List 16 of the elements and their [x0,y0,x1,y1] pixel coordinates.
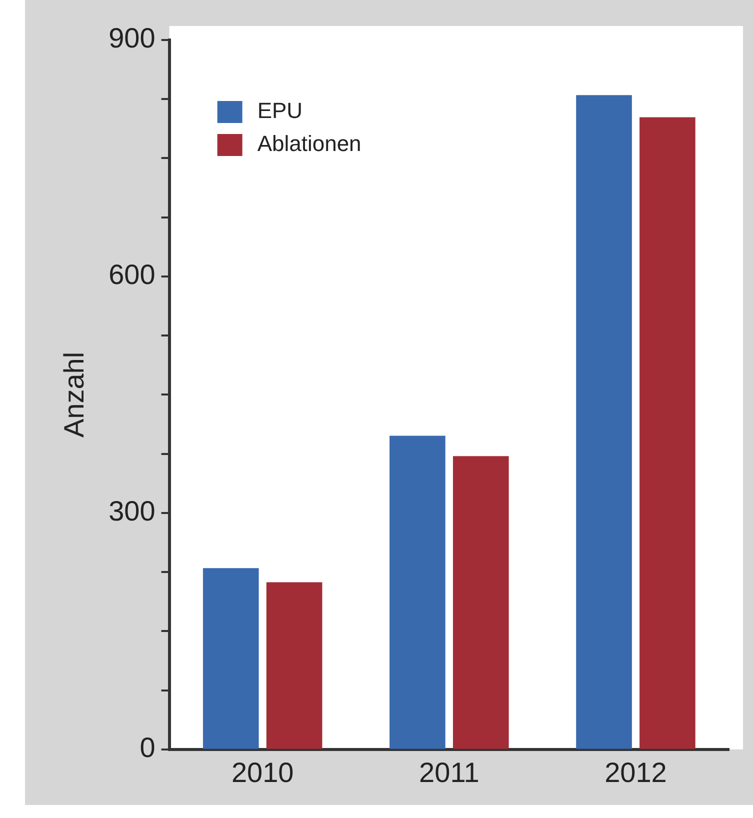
y-tick-label: 0 [140,732,156,764]
bar [640,117,696,749]
x-tick-label: 2010 [231,756,294,788]
y-tick-label: 900 [108,22,156,54]
bar [390,436,446,749]
bar [452,456,509,749]
bar [202,568,259,749]
x-tick-label: 2011 [419,756,480,788]
y-tick-label: 300 [108,496,156,527]
x-tick-label: 2012 [604,756,667,788]
legend-label: Ablationen [257,131,362,156]
legend-label: EPU [257,98,303,124]
bar [576,95,632,749]
y-tick-label: 600 [108,259,156,290]
y-axis-title: Anzahl [58,352,90,438]
bar [266,582,322,749]
